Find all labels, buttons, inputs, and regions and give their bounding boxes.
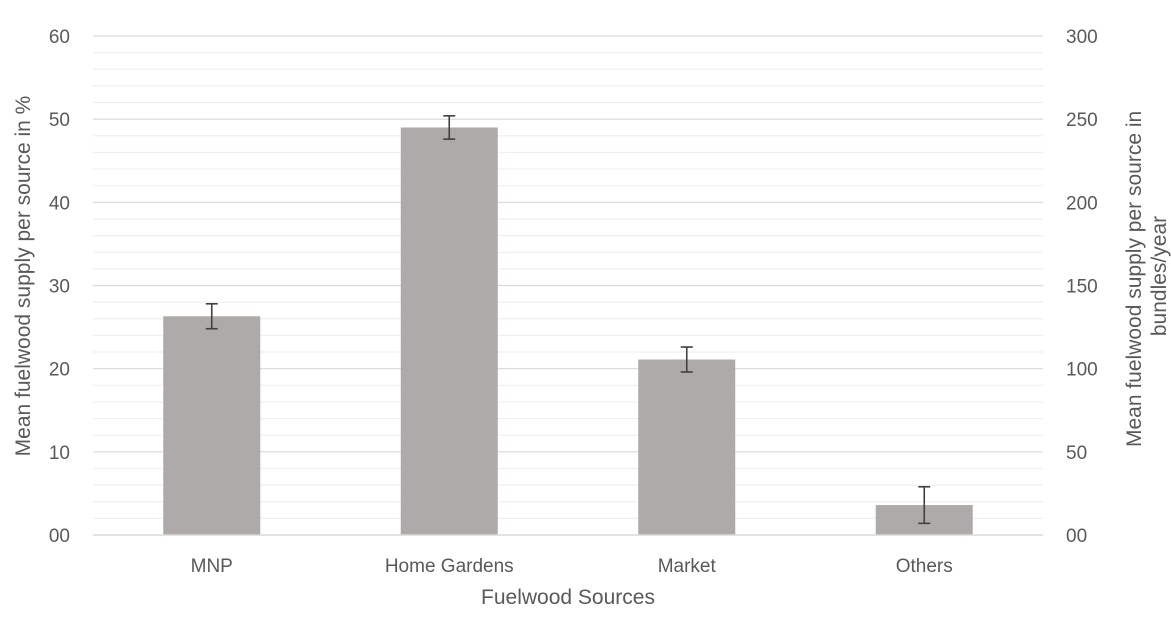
x-tick-label: Market: [658, 556, 717, 577]
bar-0: [163, 316, 261, 535]
y-tick-label: 50: [49, 110, 70, 131]
y2-tick-label: 100: [1066, 360, 1098, 381]
y2-tick-label: 250: [1066, 110, 1098, 131]
x-tick-label: Others: [896, 556, 953, 577]
x-axis-category-labels: MNP Home Gardens Market Others: [191, 556, 953, 577]
y-tick-label: 10: [49, 443, 70, 464]
y-tick-label: 40: [49, 193, 70, 214]
bar-2: [638, 359, 736, 535]
y-axis-right-title-line-2: bundles/year: [1148, 216, 1171, 336]
y-tick-label: 00: [49, 526, 70, 547]
y-tick-label: 20: [49, 360, 70, 381]
x-tick-label: MNP: [191, 556, 233, 577]
y2-tick-label: 150: [1066, 277, 1098, 298]
x-tick-label: Home Gardens: [385, 556, 514, 577]
y-tick-label: 30: [49, 277, 70, 298]
bar-1: [400, 127, 498, 535]
bars: [163, 127, 973, 535]
y-axis-left-title: Mean fuelwood supply per source in %: [12, 96, 35, 457]
y2-tick-label: 200: [1066, 193, 1098, 214]
y2-tick-label: 300: [1066, 27, 1098, 48]
y2-tick-label: 00: [1066, 526, 1087, 547]
x-axis-title: Fuelwood Sources: [481, 586, 655, 609]
error-bars: [205, 115, 931, 525]
y-axis-left-ticks: 00 10 20 30 40 50 60: [49, 27, 70, 547]
y2-tick-label: 50: [1066, 443, 1087, 464]
y-axis-right-ticks: 00 50 100 150 200 250 300: [1066, 27, 1098, 547]
y-axis-right-title-line-1: Mean fuelwood supply per source in: [1123, 111, 1146, 447]
y-tick-label: 60: [49, 27, 70, 48]
y-axis-right-title: Mean fuelwood supply per source in bundl…: [1123, 105, 1171, 447]
